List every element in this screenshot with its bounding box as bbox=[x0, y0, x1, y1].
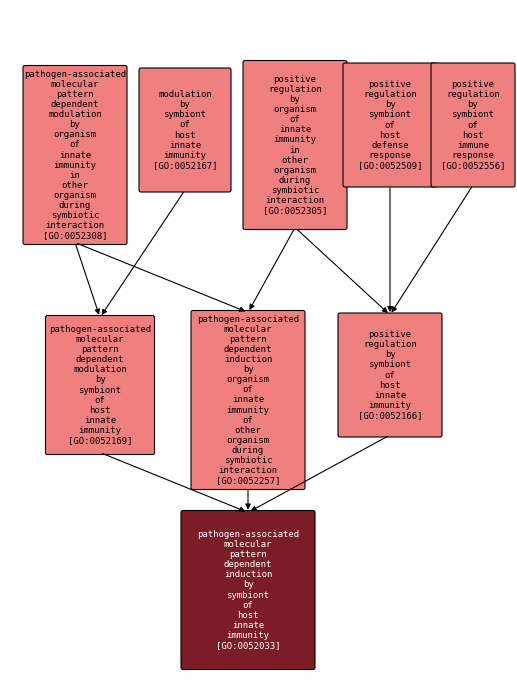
FancyBboxPatch shape bbox=[431, 63, 515, 187]
FancyBboxPatch shape bbox=[338, 313, 442, 437]
FancyBboxPatch shape bbox=[191, 311, 305, 489]
FancyBboxPatch shape bbox=[23, 66, 127, 244]
Text: pathogen-associated
molecular
pattern
dependent
induction
by
organism
of
innate
: pathogen-associated molecular pattern de… bbox=[197, 315, 299, 485]
FancyBboxPatch shape bbox=[243, 60, 347, 230]
Text: pathogen-associated
molecular
pattern
dependent
modulation
by
symbiont
of
host
i: pathogen-associated molecular pattern de… bbox=[49, 326, 151, 444]
Text: pathogen-associated
molecular
pattern
dependent
modulation
by
organism
of
innate: pathogen-associated molecular pattern de… bbox=[24, 70, 126, 240]
FancyBboxPatch shape bbox=[45, 316, 155, 454]
Text: positive
regulation
by
symbiont
of
host
defense
response
[GO:0052509]: positive regulation by symbiont of host … bbox=[358, 80, 422, 169]
FancyBboxPatch shape bbox=[181, 510, 315, 669]
Text: positive
regulation
by
symbiont
of
host
innate
immunity
[GO:0052166]: positive regulation by symbiont of host … bbox=[358, 330, 422, 420]
Text: positive
regulation
by
symbiont
of
host
immune
response
[GO:0052556]: positive regulation by symbiont of host … bbox=[441, 80, 505, 169]
FancyBboxPatch shape bbox=[139, 68, 231, 192]
Text: modulation
by
symbiont
of
host
innate
immunity
[GO:0052167]: modulation by symbiont of host innate im… bbox=[153, 90, 217, 169]
FancyBboxPatch shape bbox=[343, 63, 437, 187]
Text: pathogen-associated
molecular
pattern
dependent
induction
by
symbiont
of
host
in: pathogen-associated molecular pattern de… bbox=[197, 530, 299, 650]
Text: positive
regulation
by
organism
of
innate
immunity
in
other
organism
during
symb: positive regulation by organism of innat… bbox=[263, 75, 327, 215]
